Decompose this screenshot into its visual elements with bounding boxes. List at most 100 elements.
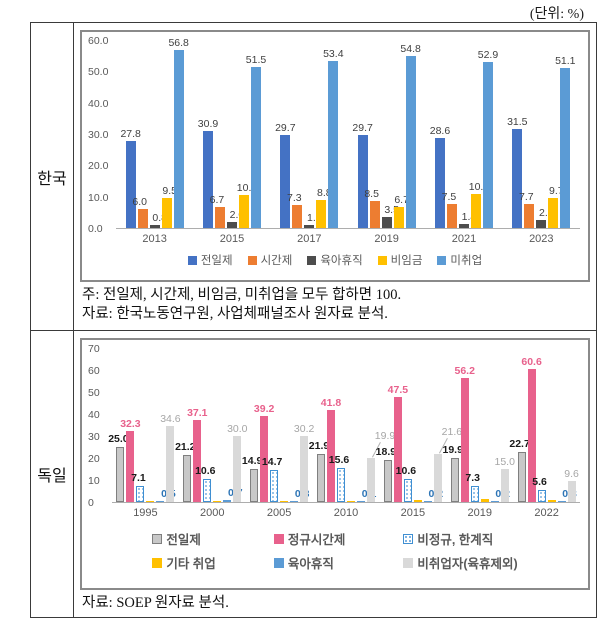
- x-axis-labels: 1995 2000 2005 2010 2015 2019 2022: [112, 507, 580, 519]
- bar-육아휴직: 1.4: [458, 211, 476, 228]
- bar-전일제: 25.0: [108, 433, 129, 502]
- source-line: 자료: SOEP 원자료 분석.: [82, 595, 229, 611]
- bar-비임금: 10.4: [237, 182, 257, 228]
- legend-swatch: [152, 533, 163, 544]
- legend-item: 육아휴직: [273, 553, 346, 572]
- bar-value-label: 15.6: [328, 453, 350, 466]
- korea-notes: 주: 전일제, 시간제, 비임금, 미취업을 모두 합하면 100. 자료: 한…: [80, 286, 590, 324]
- bar-기타 취업: [547, 500, 556, 502]
- legend-swatch: [403, 557, 414, 568]
- bar-cluster: 21.9 41.8 15.6 0.1 19.9: [309, 349, 395, 502]
- bar-value-label: 60.6: [521, 355, 542, 368]
- bar-value-label: 5.6: [532, 475, 547, 488]
- bar-비취업자(육휴제외): 15.0: [495, 456, 515, 502]
- bar-value-label: 41.8: [320, 396, 342, 409]
- legend-label: 전일제: [200, 255, 233, 267]
- bar-육아휴직: 0.1: [357, 488, 376, 502]
- bar-value-label: 3.5: [384, 203, 399, 216]
- legend-label: 비정규, 한계직: [417, 533, 494, 547]
- bar-value-label: 10.6: [395, 464, 417, 477]
- bar-value-label: 7.5: [441, 190, 457, 203]
- bar-시간제: 7.3: [287, 192, 303, 228]
- x-tick-label: 2010: [333, 507, 359, 519]
- bar-육아휴직: 0.8: [149, 212, 167, 228]
- bar-비임금: 8.8: [316, 187, 332, 228]
- x-tick-label: 2015: [219, 233, 245, 245]
- bar-value-label: 7.3: [287, 191, 302, 204]
- bar-전일제: 18.9: [376, 446, 396, 502]
- plot-wrap: 0.0 10.0 20.0 30.0 40.0 50.0 60.0 27.8 6.0 0.8 9.…: [82, 35, 588, 235]
- bar-value-label: 8.8: [317, 186, 332, 199]
- bar-value-label: 1.4: [461, 210, 477, 223]
- bar-전일제: 27.8: [120, 128, 141, 228]
- legend-swatch: [187, 255, 197, 265]
- x-tick-label: 2021: [451, 233, 477, 245]
- bar-value-label: 47.5: [387, 383, 409, 396]
- y-tick-label: 30: [88, 431, 100, 443]
- x-tick-label: 2022: [534, 507, 559, 519]
- y-tick-label: 0: [88, 497, 94, 509]
- chart-legend: 전일제 시간제 육아휴직 비임금 미취업: [82, 252, 588, 268]
- bar-value-label: 30.0: [227, 422, 248, 435]
- bar-value-label: 31.5: [507, 115, 528, 128]
- legend-item: 비임금: [377, 252, 423, 268]
- bar-육아휴직: 0.7: [223, 487, 243, 502]
- y-tick-label: 50: [88, 387, 100, 399]
- bar-기타 취업: [280, 501, 289, 502]
- bar-value-label: 14.7: [261, 455, 283, 468]
- x-tick-label: 2005: [266, 507, 292, 519]
- bar-육아휴직: 3.5: [381, 204, 399, 228]
- bar-value-label: 53.4: [323, 47, 344, 60]
- legend-swatch: [273, 533, 284, 544]
- row-label-germany: 독일: [31, 331, 74, 617]
- bar-value-label: 29.7: [275, 121, 296, 134]
- bar-비취업자(육휴제외): 30.2: [294, 423, 314, 502]
- legend-label: 육아휴직: [320, 255, 363, 267]
- bar-정규시간제: 60.6: [521, 356, 542, 502]
- row-label-korea: 한국: [31, 23, 74, 330]
- y-axis: 0 10 20 30 40 50 60 70: [82, 343, 112, 509]
- bar-전일제: 19.9: [443, 444, 463, 502]
- bar-육아휴직: 0.3: [290, 488, 309, 502]
- legend-label: 미취업: [450, 255, 483, 267]
- bar-시간제: 6.0: [132, 196, 148, 228]
- bar-비취업자(육휴제외): 21.6: [433, 426, 462, 502]
- bar-value-label: 7.1: [131, 471, 146, 484]
- x-tick-label: 2000: [200, 507, 225, 519]
- legend-swatch: [152, 557, 163, 568]
- bar-value-label: 10.6: [195, 464, 216, 477]
- bar-value-label: 29.7: [352, 121, 373, 134]
- bar-cluster: 29.7 7.3 1.1 8.8 53.4: [271, 41, 348, 228]
- bar-value-label: 19.9: [442, 443, 463, 456]
- plot-area: 27.8 6.0 0.8 9.5 56.8 30.9 6.7 2.0 10.4 51.5 29.7 7…: [116, 37, 580, 229]
- legend-label: 육아휴직: [287, 557, 334, 571]
- bar-전일제: 30.9: [198, 118, 218, 228]
- bar-비정규, 한계직: 7.1: [131, 472, 146, 502]
- bar-정규시간제: 39.2: [254, 403, 274, 502]
- legend-label: 시간제: [260, 255, 293, 267]
- y-tick-label: 10.0: [88, 191, 109, 204]
- legend-item: 전일제: [187, 252, 233, 268]
- bar-전일제: 21.2: [175, 441, 196, 502]
- legend-label: 비취업자(육휴제외): [417, 557, 518, 571]
- bar-육아휴직: 0.5: [156, 488, 176, 502]
- bar-육아휴직: 1.1: [304, 212, 322, 228]
- bar-value-label: 30.9: [197, 117, 219, 130]
- y-tick-label: 50.0: [88, 66, 109, 79]
- korea-cell: 0.0 10.0 20.0 30.0 40.0 50.0 60.0 27.8 6.0 0.8 9.…: [74, 23, 596, 330]
- bar-value-label: 56.2: [454, 364, 475, 377]
- bar-미취업: 51.5: [246, 54, 266, 228]
- x-tick-label: 2019: [467, 507, 492, 519]
- bar-전일제: 14.9: [242, 455, 262, 502]
- x-tick-label: 2015: [400, 507, 426, 519]
- bar-전일제: 21.9: [309, 440, 329, 502]
- bar-비취업자(육휴제외): 34.6: [160, 413, 181, 502]
- bar-시간제: 8.5: [364, 188, 380, 228]
- legend-label: 비임금: [390, 255, 423, 267]
- bar-비임금: 10.8: [469, 181, 489, 228]
- bar-비임금: 9.5: [161, 185, 177, 228]
- bar-value-label: 25.0: [108, 432, 129, 445]
- legend-swatch: [307, 255, 317, 265]
